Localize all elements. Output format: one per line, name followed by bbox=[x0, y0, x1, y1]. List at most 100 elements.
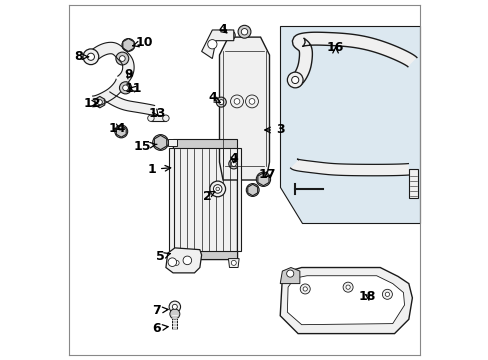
Text: 3: 3 bbox=[264, 123, 284, 136]
Circle shape bbox=[213, 185, 222, 193]
Bar bbox=[236, 148, 241, 251]
Circle shape bbox=[228, 159, 238, 169]
Circle shape bbox=[227, 33, 232, 38]
Circle shape bbox=[287, 72, 303, 88]
Circle shape bbox=[216, 97, 226, 107]
Circle shape bbox=[122, 39, 135, 51]
Circle shape bbox=[169, 301, 180, 312]
Circle shape bbox=[256, 172, 270, 186]
Bar bbox=[172, 313, 177, 329]
Polygon shape bbox=[280, 267, 411, 334]
Polygon shape bbox=[95, 96, 104, 108]
Text: 11: 11 bbox=[125, 82, 142, 95]
Text: 17: 17 bbox=[259, 168, 276, 181]
Circle shape bbox=[286, 270, 293, 277]
Bar bbox=[173, 139, 237, 148]
Polygon shape bbox=[88, 42, 134, 85]
Circle shape bbox=[246, 184, 259, 197]
Polygon shape bbox=[228, 258, 239, 267]
Bar bbox=[173, 141, 237, 258]
Circle shape bbox=[152, 135, 168, 150]
Polygon shape bbox=[280, 267, 299, 284]
Text: 10: 10 bbox=[133, 36, 153, 49]
Bar bbox=[169, 148, 173, 251]
Text: 13: 13 bbox=[148, 107, 165, 120]
Circle shape bbox=[385, 292, 389, 296]
Polygon shape bbox=[122, 39, 134, 51]
Circle shape bbox=[174, 260, 179, 265]
Polygon shape bbox=[280, 26, 419, 223]
Circle shape bbox=[163, 115, 169, 121]
Circle shape bbox=[231, 260, 236, 265]
Circle shape bbox=[97, 100, 102, 105]
Text: 15: 15 bbox=[134, 140, 157, 153]
Circle shape bbox=[183, 256, 191, 265]
Circle shape bbox=[234, 99, 240, 104]
Circle shape bbox=[119, 82, 131, 94]
Circle shape bbox=[147, 115, 154, 121]
Text: 4: 4 bbox=[229, 152, 238, 165]
Text: 8: 8 bbox=[74, 50, 88, 63]
Circle shape bbox=[300, 284, 309, 294]
Polygon shape bbox=[116, 126, 126, 137]
Circle shape bbox=[168, 258, 176, 266]
Polygon shape bbox=[171, 258, 182, 267]
Text: 12: 12 bbox=[84, 97, 101, 110]
Polygon shape bbox=[290, 32, 416, 87]
Text: 4: 4 bbox=[218, 23, 227, 36]
Polygon shape bbox=[257, 173, 268, 186]
Polygon shape bbox=[92, 79, 126, 107]
Circle shape bbox=[249, 187, 255, 193]
Circle shape bbox=[248, 99, 254, 104]
Circle shape bbox=[87, 53, 94, 60]
Circle shape bbox=[343, 282, 352, 292]
Polygon shape bbox=[104, 92, 154, 115]
Circle shape bbox=[230, 95, 243, 108]
Circle shape bbox=[209, 181, 225, 197]
Text: 4: 4 bbox=[207, 91, 220, 104]
Polygon shape bbox=[154, 135, 166, 150]
Circle shape bbox=[172, 304, 177, 309]
Polygon shape bbox=[290, 159, 408, 176]
Bar bbox=[173, 251, 237, 258]
Circle shape bbox=[116, 52, 128, 65]
Circle shape bbox=[207, 40, 217, 49]
Polygon shape bbox=[219, 37, 269, 180]
Circle shape bbox=[216, 187, 219, 191]
Circle shape bbox=[118, 128, 124, 135]
Text: 9: 9 bbox=[124, 68, 132, 81]
Circle shape bbox=[115, 125, 127, 138]
Polygon shape bbox=[165, 248, 201, 273]
Text: 16: 16 bbox=[326, 41, 344, 54]
Text: 14: 14 bbox=[109, 122, 126, 135]
Circle shape bbox=[218, 100, 224, 105]
Circle shape bbox=[225, 30, 235, 40]
Circle shape bbox=[231, 161, 236, 166]
Text: 5: 5 bbox=[156, 250, 170, 263]
Text: 6: 6 bbox=[152, 322, 168, 335]
Circle shape bbox=[238, 25, 250, 38]
Circle shape bbox=[125, 42, 131, 48]
Text: 18: 18 bbox=[358, 289, 376, 303]
Circle shape bbox=[122, 85, 128, 91]
Circle shape bbox=[83, 49, 99, 64]
Text: 2: 2 bbox=[202, 190, 214, 203]
Polygon shape bbox=[201, 30, 233, 59]
Polygon shape bbox=[247, 184, 257, 196]
Circle shape bbox=[259, 176, 266, 183]
Circle shape bbox=[345, 285, 349, 289]
Circle shape bbox=[169, 309, 180, 319]
Circle shape bbox=[119, 56, 125, 62]
Polygon shape bbox=[287, 276, 404, 325]
Circle shape bbox=[157, 139, 164, 146]
Bar bbox=[408, 169, 417, 198]
Text: 7: 7 bbox=[152, 304, 168, 317]
Circle shape bbox=[241, 28, 247, 35]
Circle shape bbox=[291, 76, 298, 84]
Circle shape bbox=[382, 289, 391, 299]
Circle shape bbox=[245, 95, 258, 108]
Circle shape bbox=[303, 287, 307, 291]
Text: 1: 1 bbox=[147, 163, 170, 176]
Bar bbox=[151, 115, 165, 121]
Bar bbox=[167, 139, 176, 146]
